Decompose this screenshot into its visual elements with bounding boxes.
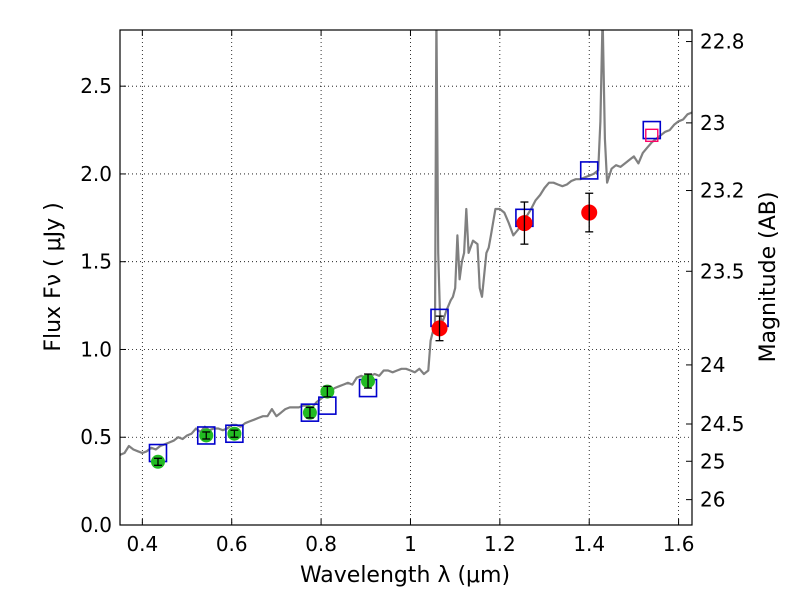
- magnitude-tick-label: 26: [700, 488, 725, 512]
- x-tick-label: 1.6: [663, 532, 695, 556]
- highlight-box: [645, 128, 659, 143]
- model-photometry: [148, 120, 662, 463]
- magnitude-tick-label: 25: [700, 449, 725, 473]
- magnitude-tick-label: 23: [700, 111, 725, 135]
- y-tick-label: 1.5: [80, 250, 112, 274]
- x-tick-label: 0.6: [216, 532, 248, 556]
- model-band-box: [642, 120, 662, 140]
- axis-ticks: [120, 30, 692, 526]
- error-bars: [153, 192, 594, 466]
- y-tick-label: 0.0: [80, 513, 112, 537]
- y-tick-label: 0.5: [80, 425, 112, 449]
- grid-lines: [120, 30, 692, 526]
- y-tick-label: 2.0: [80, 162, 112, 186]
- x-tick-label: 1.4: [573, 532, 605, 556]
- x-tick-labels: 0.4 0.6 0.8 1 1.2 1.4 1.6: [126, 532, 694, 556]
- magnitude-tick-label: 23.2: [700, 179, 745, 203]
- x-axis-label: Wavelength λ (μm): [300, 563, 510, 588]
- x-tick-label: 0.8: [305, 532, 337, 556]
- magnitude-tick-labels: 22.8 23 23.2 23.5 24 24.5 25 26: [700, 30, 745, 512]
- magnitude-tick-label: 23.5: [700, 259, 745, 283]
- spectrum-line: [120, 30, 692, 456]
- y-axis-label: Flux Fν ( μJy ): [41, 202, 66, 351]
- y-tick-label: 2.5: [80, 74, 112, 98]
- x-tick-label: 1: [404, 532, 417, 556]
- model-spectrum: [120, 30, 692, 456]
- x-tick-label: 0.4: [126, 532, 158, 556]
- plot-frame: [119, 29, 693, 526]
- model-band-box: [579, 161, 599, 180]
- x-tick-label: 1.2: [484, 532, 516, 556]
- magnitude-tick-label: 24.5: [700, 412, 745, 436]
- model-band-box: [225, 424, 244, 444]
- magnitude-axis-label: Magnitude (AB): [756, 192, 781, 363]
- y-tick-label: 1.0: [80, 337, 112, 361]
- y-tick-labels: 0.0 0.5 1.0 1.5 2.0 2.5: [80, 74, 112, 537]
- magnitude-tick-label: 24: [700, 353, 725, 377]
- magnitude-tick-label: 22.8: [700, 30, 745, 54]
- model-band-box: [196, 426, 216, 445]
